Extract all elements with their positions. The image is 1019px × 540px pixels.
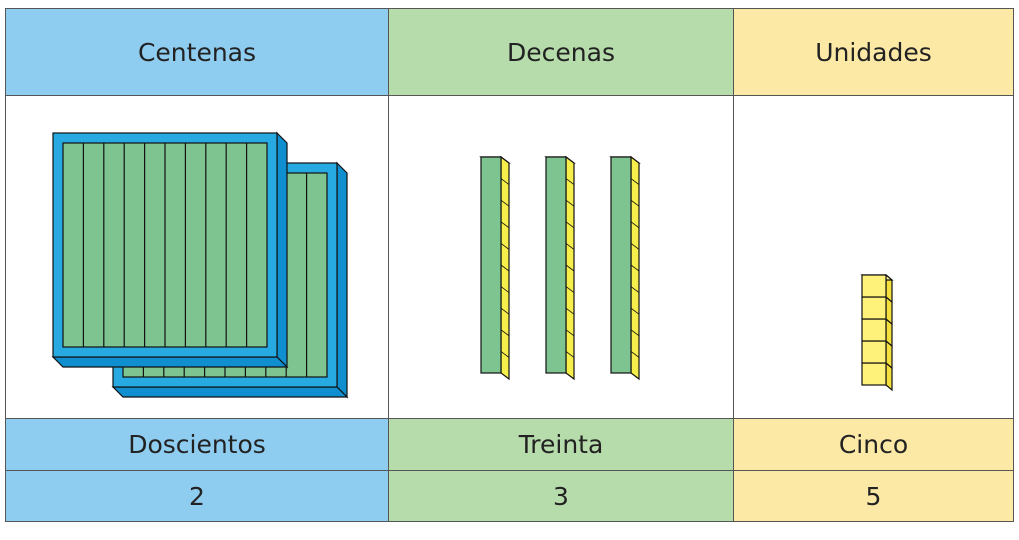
rod-line bbox=[500, 243, 510, 250]
rod-line bbox=[565, 329, 575, 337]
rod-line bbox=[565, 178, 575, 185]
unit-cube bbox=[861, 295, 893, 326]
rod-line bbox=[500, 307, 510, 315]
rod-line bbox=[630, 199, 640, 207]
rod-line bbox=[500, 199, 510, 207]
rod-line bbox=[500, 178, 510, 185]
rod-line bbox=[500, 351, 510, 358]
rod-front bbox=[480, 156, 502, 374]
digit-cell: 5 bbox=[733, 470, 1014, 522]
unit-cube bbox=[860, 273, 894, 304]
rod-line bbox=[565, 286, 575, 293]
rod-line bbox=[630, 178, 640, 185]
hundred-flat bbox=[51, 131, 289, 369]
rod-line bbox=[565, 351, 575, 358]
rod-line bbox=[630, 243, 640, 250]
rod-line bbox=[565, 221, 575, 229]
flat-bottom bbox=[51, 356, 289, 368]
ten-rod bbox=[609, 155, 641, 381]
unit-cube bbox=[861, 361, 893, 392]
word-cell: Doscientos bbox=[5, 418, 389, 471]
rod-line bbox=[565, 307, 575, 315]
rod-front bbox=[545, 156, 567, 374]
rod-line bbox=[630, 264, 640, 272]
cube-front bbox=[861, 340, 887, 364]
unit-cube bbox=[861, 339, 893, 370]
rod-front bbox=[610, 156, 632, 374]
rod-line bbox=[500, 264, 510, 272]
digit-cell: 2 bbox=[5, 470, 389, 522]
rod-line bbox=[500, 286, 510, 293]
flat-side bbox=[276, 131, 288, 369]
cube-front bbox=[861, 274, 887, 298]
rod-line bbox=[630, 286, 640, 293]
rod-line bbox=[630, 221, 640, 229]
word-cell: Cinco bbox=[733, 418, 1014, 471]
word-cell: Treinta bbox=[388, 418, 734, 471]
rod-line bbox=[565, 199, 575, 207]
rod-line bbox=[565, 243, 575, 250]
cube-front bbox=[861, 318, 887, 342]
cube-front bbox=[861, 362, 887, 386]
flat-bottom bbox=[111, 386, 349, 398]
rod-line bbox=[565, 264, 575, 272]
ten-rod bbox=[544, 155, 576, 381]
header-cell: Centenas bbox=[5, 8, 389, 96]
rod-line bbox=[630, 329, 640, 337]
cube-front bbox=[861, 296, 887, 320]
rod-line bbox=[630, 351, 640, 358]
header-cell: Unidades bbox=[733, 8, 1014, 96]
ten-rod bbox=[479, 155, 511, 381]
flat-side bbox=[336, 161, 348, 399]
rod-line bbox=[500, 329, 510, 337]
rod-line bbox=[500, 221, 510, 229]
digit-cell: 3 bbox=[388, 470, 734, 522]
rod-line bbox=[630, 307, 640, 315]
